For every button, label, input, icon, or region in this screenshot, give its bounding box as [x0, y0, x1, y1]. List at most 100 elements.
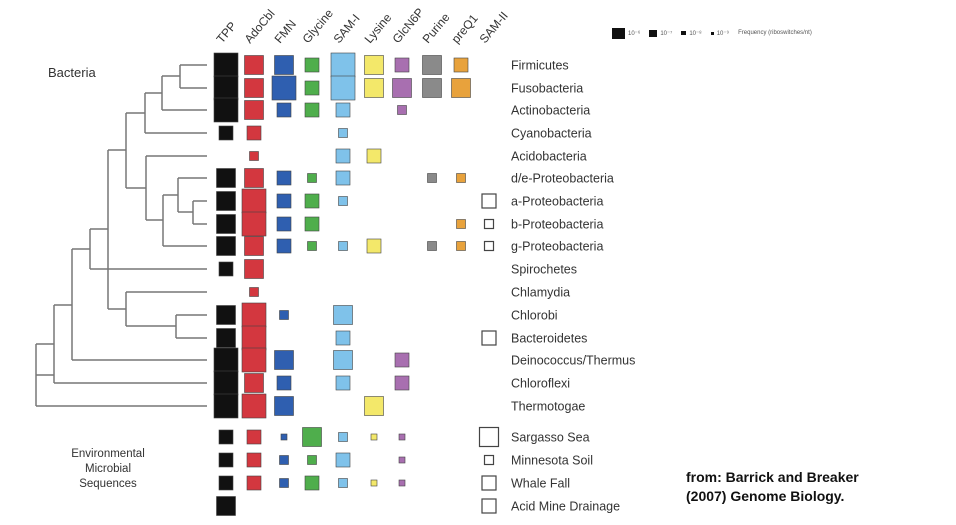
frequency-cell — [392, 78, 412, 98]
frequency-cell — [216, 305, 236, 325]
frequency-cell — [338, 128, 348, 138]
frequency-cell — [397, 105, 407, 115]
frequency-cell — [216, 214, 236, 234]
frequency-cell — [456, 173, 466, 183]
frequency-cell — [302, 427, 322, 447]
taxon-label: Chloroflexi — [511, 377, 570, 391]
frequency-cell — [304, 475, 320, 491]
frequency-cell — [427, 173, 437, 183]
frequency-legend: 10⁻⁶ 10⁻⁷ 10⁻⁸ 10⁻⁹ Frequency (riboswitc… — [612, 26, 821, 40]
frequency-cell — [394, 375, 410, 391]
frequency-cell — [483, 218, 495, 230]
column-header: TPP — [214, 19, 240, 46]
environmental-group-label: Environmental Microbial Sequences — [48, 447, 168, 492]
legend-item: 10⁻⁹ — [710, 30, 730, 37]
frequency-cell — [427, 241, 437, 251]
frequency-cell — [271, 75, 297, 101]
frequency-cell — [276, 170, 292, 186]
frequency-cell — [364, 78, 384, 98]
frequency-cell — [333, 305, 353, 325]
frequency-cell — [241, 211, 267, 237]
frequency-cell — [307, 241, 317, 251]
frequency-cell — [216, 168, 236, 188]
frequency-cell — [218, 429, 234, 445]
frequency-cell — [304, 80, 320, 96]
legend-swatch — [710, 31, 714, 35]
phylogenetic-tree — [35, 64, 207, 407]
legend-swatch — [649, 29, 658, 37]
taxon-label: Actinobacteria — [511, 104, 590, 118]
legend-item: 10⁻⁶ — [612, 27, 640, 39]
frequency-cell — [338, 241, 348, 251]
citation-line: (2007) Genome Biology. — [686, 488, 845, 504]
frequency-cell — [241, 188, 267, 214]
frequency-cell — [213, 370, 239, 396]
frequency-cell — [335, 452, 351, 468]
legend-item: 10⁻⁸ — [681, 30, 702, 37]
frequency-cell — [338, 432, 348, 442]
frequency-cell — [244, 373, 264, 393]
frequency-cell — [307, 173, 317, 183]
frequency-cell — [453, 57, 469, 73]
column-header: preQ1 — [449, 11, 481, 46]
frequency-cell — [370, 433, 378, 441]
taxon-label: Cyanobacteria — [511, 127, 592, 141]
frequency-cell — [276, 375, 292, 391]
frequency-cell — [216, 328, 236, 348]
citation: from: Barrick and Breaker (2007) Genome … — [686, 468, 859, 506]
frequency-cell — [398, 479, 406, 487]
column-header: FMN — [272, 17, 299, 46]
column-header: SAM-II — [477, 9, 511, 46]
frequency-cell — [241, 393, 267, 419]
frequency-cell — [335, 330, 351, 346]
column-header: SAM-I — [331, 11, 363, 46]
frequency-cell — [398, 433, 406, 441]
frequency-cell — [422, 78, 442, 98]
frequency-cell — [422, 55, 442, 75]
legend-item-label: 10⁻⁸ — [689, 30, 702, 37]
frequency-cell — [481, 193, 497, 209]
frequency-cell — [364, 396, 384, 416]
env-label-line: Environmental — [71, 448, 145, 460]
frequency-cell — [481, 498, 497, 514]
frequency-cell — [456, 241, 466, 251]
column-header: Lysine — [362, 10, 395, 45]
frequency-cell — [338, 196, 348, 206]
frequency-cell — [330, 52, 356, 78]
frequency-cell — [244, 55, 264, 75]
taxon-labels: Firmicutes Fusobacteria Actinobacteria Cyan… — [511, 59, 635, 514]
frequency-cell — [279, 455, 289, 465]
taxon-label: Whale Fall — [511, 477, 570, 491]
taxon-label: Acid Mine Drainage — [511, 500, 620, 514]
frequency-cell — [276, 216, 292, 232]
frequency-cell — [241, 347, 267, 373]
frequency-cell — [279, 310, 289, 320]
frequency-cell — [456, 219, 466, 229]
frequency-cell — [481, 475, 497, 491]
frequency-cell — [216, 496, 236, 516]
frequency-cell — [213, 52, 239, 78]
taxon-label: Sargasso Sea — [511, 431, 590, 445]
frequency-cell — [244, 259, 264, 279]
frequency-cell — [213, 97, 239, 123]
legend-item-label: 10⁻⁹ — [716, 30, 730, 37]
frequency-cell — [483, 454, 495, 466]
frequency-cell — [249, 287, 259, 297]
frequency-cell — [366, 148, 382, 164]
frequency-cell — [483, 240, 495, 252]
frequency-cell — [244, 78, 264, 98]
frequency-cell — [338, 478, 348, 488]
frequency-cell — [276, 193, 292, 209]
frequency-cell — [478, 426, 500, 448]
legend-item: 10⁻⁷ — [649, 29, 672, 37]
taxon-label: a-Proteobacteria — [511, 195, 603, 209]
frequency-cell — [246, 125, 262, 141]
frequency-cell — [244, 236, 264, 256]
frequency-cell — [216, 191, 236, 211]
frequency-cell — [335, 375, 351, 391]
taxon-label: Chlamydia — [511, 286, 570, 300]
taxon-label: Spirochetes — [511, 263, 577, 277]
frequency-cell — [276, 102, 292, 118]
